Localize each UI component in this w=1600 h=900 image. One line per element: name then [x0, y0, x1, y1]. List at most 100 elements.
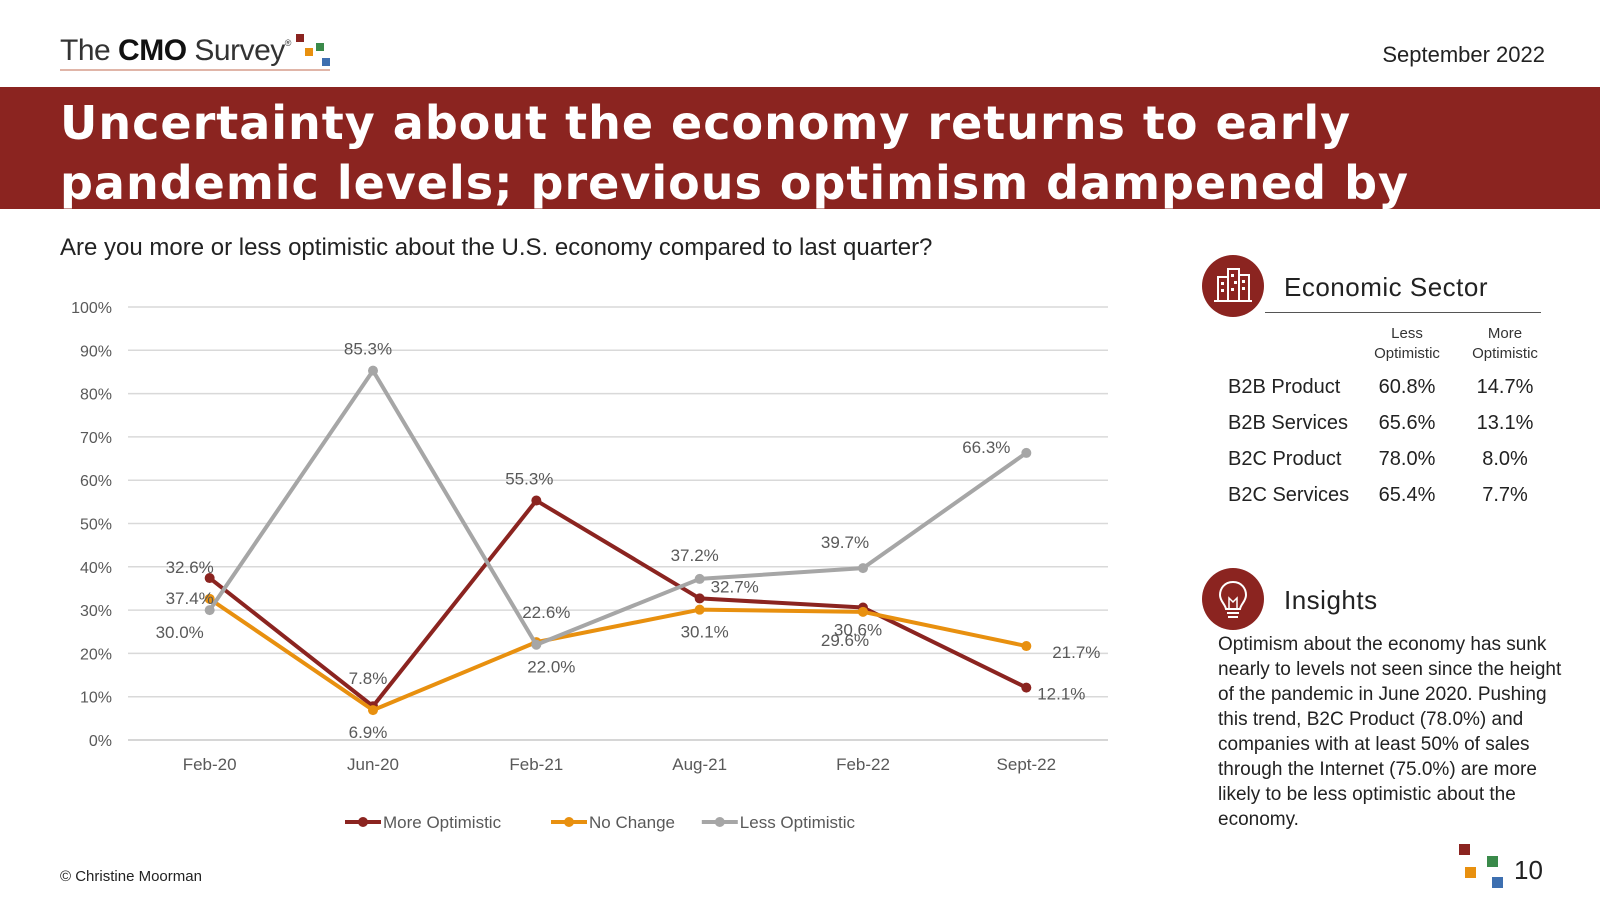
data-label: 22.0% — [527, 658, 575, 677]
x-tick-label: Jun-20 — [347, 755, 399, 774]
sector-heading: Economic Sector — [1284, 272, 1489, 302]
col-header-more: More Optimistic — [1460, 324, 1550, 364]
data-point — [858, 606, 868, 617]
data-point — [694, 573, 705, 584]
col-header-less-line1: Less — [1391, 325, 1423, 342]
legend-label: No Change — [589, 813, 675, 832]
data-point — [694, 593, 705, 604]
logo-square-blue — [322, 58, 330, 66]
logo-underline — [60, 69, 330, 71]
logo-bold: CMO — [118, 34, 187, 67]
data-label: 85.3% — [344, 340, 392, 359]
sector-row-more: 8.0% — [1482, 448, 1528, 470]
data-label: 66.3% — [962, 438, 1010, 457]
data-point — [531, 495, 542, 506]
sector-row-more: 14.7% — [1476, 376, 1534, 398]
col-header-more-line1: More — [1487, 325, 1523, 342]
page-number: 10 — [1514, 855, 1543, 885]
sector-row-less: 60.8% — [1378, 376, 1436, 398]
data-point — [858, 563, 868, 574]
y-tick-label: 70% — [80, 430, 112, 447]
x-tick-label: Feb-21 — [509, 755, 563, 774]
data-label: 55.3% — [505, 470, 553, 489]
col-header-less-line2: Optimistic — [1374, 345, 1440, 362]
data-label: 30.1% — [681, 623, 729, 642]
page-title: Uncertainty about the economy returns to… — [60, 96, 1409, 270]
data-point — [1021, 447, 1032, 458]
title-banner: Uncertainty about the economy returns to… — [0, 87, 1600, 270]
y-tick-label: 50% — [80, 517, 112, 534]
y-tick-label: 80% — [80, 387, 112, 404]
footer-square-orange — [1465, 867, 1476, 878]
sector-row-label: B2B Product — [1228, 376, 1341, 398]
logo-registered-mark: ® — [284, 38, 292, 48]
buildings-icon — [1202, 255, 1264, 317]
data-point — [694, 604, 705, 615]
legend-label: More Optimistic — [383, 813, 502, 832]
x-tick-label: Feb-22 — [836, 755, 890, 774]
sector-row-less: 78.0% — [1378, 448, 1436, 470]
survey-question: Are you more or less optimistic about th… — [60, 234, 933, 261]
data-label: 37.4% — [166, 589, 214, 608]
y-tick-label: 10% — [80, 690, 112, 707]
sector-row-less: 65.6% — [1378, 412, 1436, 434]
series-line-more-optimistic — [208, 498, 1028, 709]
sector-row-label: B2B Services — [1228, 412, 1349, 434]
insights-heading: Insights — [1284, 585, 1378, 615]
data-point — [204, 593, 215, 604]
lightbulb-icon — [1202, 568, 1264, 630]
data-point — [531, 639, 542, 650]
y-tick-label: 40% — [80, 560, 112, 577]
y-tick-label: 100% — [71, 300, 112, 317]
data-label: 6.9% — [349, 723, 388, 742]
data-label: 7.8% — [349, 669, 388, 688]
footer-square-green — [1487, 856, 1498, 867]
data-label: 12.1% — [1037, 685, 1085, 704]
sector-row-more: 7.7% — [1482, 484, 1528, 506]
sector-divider — [1265, 312, 1541, 313]
data-label: 21.7% — [1052, 643, 1100, 662]
data-label: 30.6% — [834, 621, 882, 640]
data-label: 30.0% — [156, 623, 204, 642]
x-tick-label: Feb-20 — [183, 755, 237, 774]
data-label: 29.6% — [821, 631, 869, 650]
x-tick-label: Aug-21 — [672, 755, 727, 774]
data-point — [204, 605, 215, 616]
logo-square-green — [316, 43, 324, 51]
data-label: 39.7% — [821, 533, 869, 552]
x-tick-label: Sept-22 — [997, 755, 1057, 774]
legend-marker — [714, 817, 725, 827]
col-header-less: Less Optimistic — [1362, 324, 1452, 364]
legend-marker — [564, 817, 574, 827]
data-point — [1021, 682, 1032, 693]
copyright: © Christine Moorman — [60, 868, 202, 885]
footer-square-blue — [1492, 877, 1503, 888]
logo-square-red — [296, 34, 304, 42]
y-tick-label: 20% — [80, 646, 112, 663]
y-tick-label: 30% — [80, 603, 112, 620]
logo-suffix: Survey — [194, 34, 285, 67]
logo-prefix: The — [60, 34, 111, 67]
report-date: September 2022 — [1382, 42, 1545, 67]
data-label: 22.6% — [522, 603, 570, 622]
series-line-no-change — [208, 597, 1027, 713]
sector-row-label: B2C Product — [1228, 448, 1342, 470]
data-point — [368, 365, 378, 376]
data-label: 37.2% — [671, 546, 719, 565]
legend-marker — [358, 817, 368, 827]
sector-row-less: 65.4% — [1378, 484, 1436, 506]
data-label: 32.7% — [711, 577, 759, 596]
y-tick-label: 90% — [80, 343, 112, 360]
y-tick-label: 60% — [80, 473, 112, 490]
logo-square-orange — [305, 48, 313, 56]
sector-row-more: 13.1% — [1476, 412, 1534, 434]
logo-wordmark: The CMO Survey® — [60, 34, 291, 68]
legend-label: Less Optimistic — [740, 813, 856, 832]
insights-text: Optimism about the economy has sunk near… — [1218, 634, 1562, 830]
sector-row-label: B2C Services — [1228, 484, 1350, 506]
optimism-line-chart: 0% 10% 20% 30% 40% 50% 60% 70% 80% 90% 100% Feb-20 J… — [71, 300, 1108, 832]
data-label: 32.6% — [166, 558, 214, 577]
data-point — [1021, 641, 1032, 652]
data-point — [204, 573, 215, 584]
footer-square-red — [1459, 844, 1470, 855]
